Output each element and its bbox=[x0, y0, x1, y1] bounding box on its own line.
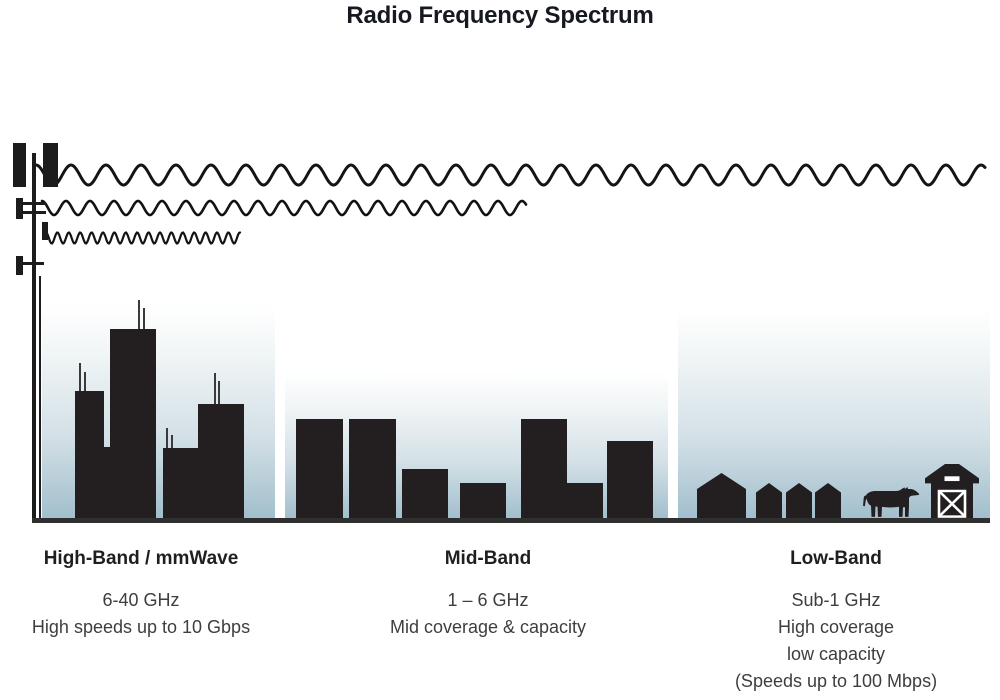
mid-band-heading: Mid-Band bbox=[444, 548, 532, 569]
building bbox=[521, 419, 567, 518]
rooftop-antenna bbox=[143, 308, 145, 329]
tower-crossbar bbox=[16, 202, 46, 205]
low-band-description: High coverage bbox=[777, 617, 895, 637]
mid-band-frequency: 1 – 6 GHz bbox=[447, 590, 529, 610]
tower-antenna-panel-left bbox=[13, 143, 26, 187]
building bbox=[349, 419, 396, 518]
house-icon bbox=[756, 483, 782, 518]
skyscraper bbox=[198, 404, 244, 518]
high-band-frequency: 6-40 GHz bbox=[102, 590, 180, 610]
house-icon bbox=[697, 473, 746, 518]
tower-crossbar bbox=[16, 262, 44, 265]
tower-crossbar bbox=[16, 211, 46, 214]
cow-icon bbox=[863, 487, 920, 517]
rooftop-antenna bbox=[79, 363, 81, 391]
high-band-description: High speeds up to 10 Gbps bbox=[31, 617, 251, 637]
high-band-caption: High-Band / mmWave 6-40 GHz High speeds … bbox=[16, 548, 266, 641]
building bbox=[607, 441, 653, 518]
rooftop-antenna bbox=[171, 435, 173, 448]
low-band-description: low capacity bbox=[786, 644, 886, 664]
barn-door bbox=[937, 489, 967, 518]
skyscraper bbox=[110, 329, 156, 518]
tower-antenna-panel-right bbox=[43, 143, 58, 187]
rooftop-antenna bbox=[84, 372, 86, 391]
medium-wavelength-wave-icon bbox=[40, 199, 528, 217]
high-band-heading: High-Band / mmWave bbox=[43, 548, 239, 569]
barn-icon bbox=[925, 464, 979, 518]
tower-side-antenna bbox=[16, 198, 23, 219]
building bbox=[567, 483, 603, 518]
building bbox=[296, 419, 343, 518]
building bbox=[163, 448, 198, 518]
tower-side-antenna bbox=[42, 222, 48, 240]
rooftop-antenna bbox=[214, 373, 216, 404]
mid-band-caption: Mid-Band 1 – 6 GHz Mid coverage & capaci… bbox=[363, 548, 613, 641]
radio-waves bbox=[34, 163, 987, 245]
skyscraper bbox=[75, 391, 104, 518]
rooftop-antenna bbox=[218, 381, 220, 404]
low-band-frequency: Sub-1 GHz bbox=[791, 590, 881, 610]
page-title: Radio Frequency Spectrum bbox=[346, 2, 654, 29]
tower-mast bbox=[32, 153, 36, 518]
building-connector bbox=[104, 447, 110, 518]
mid-band-description: Mid coverage & capacity bbox=[389, 617, 587, 637]
tower-side-antenna bbox=[16, 256, 23, 275]
ground-line bbox=[32, 518, 990, 523]
low-band-caption: Low-Band Sub-1 GHz High coverage low cap… bbox=[700, 548, 972, 695]
house-icon bbox=[786, 483, 812, 518]
long-wavelength-wave-icon bbox=[34, 163, 987, 187]
low-band-heading: Low-Band bbox=[790, 548, 882, 569]
house-icon bbox=[815, 483, 841, 518]
tower-support-pole bbox=[39, 276, 41, 518]
building bbox=[402, 469, 448, 518]
building bbox=[460, 483, 506, 518]
low-band-description: (Speeds up to 100 Mbps) bbox=[734, 671, 938, 691]
short-wavelength-wave-icon bbox=[44, 231, 242, 245]
rooftop-antenna bbox=[166, 428, 168, 448]
rooftop-antenna bbox=[138, 300, 140, 329]
